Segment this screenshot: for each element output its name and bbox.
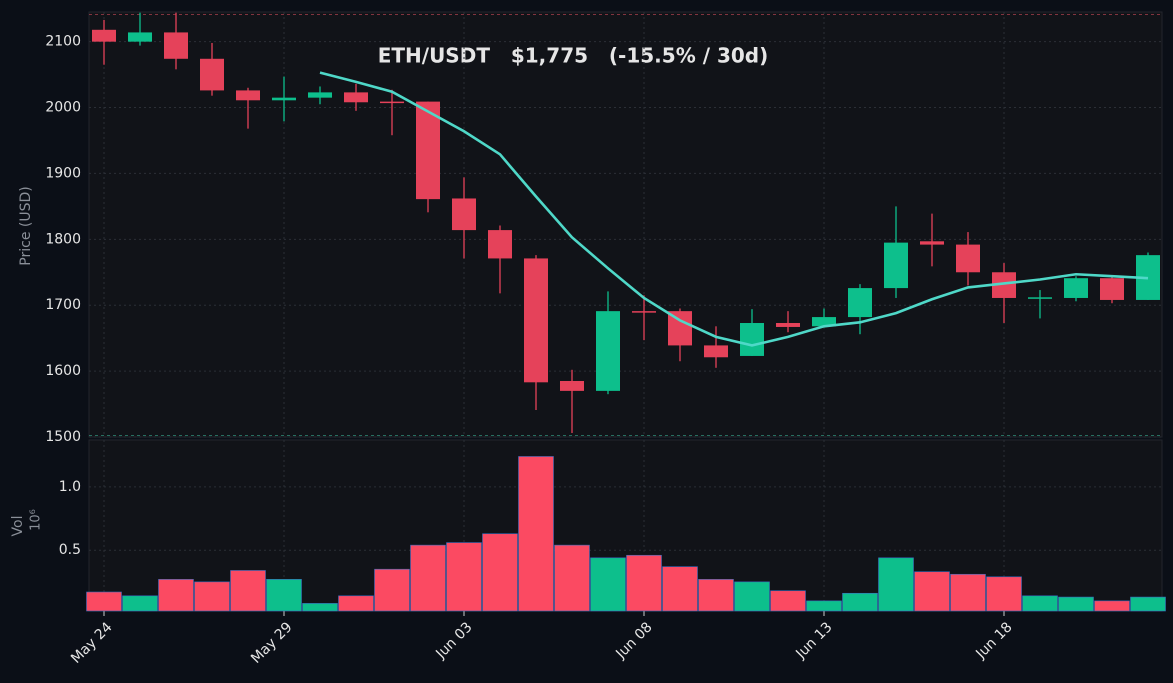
volume-axis-label: Vol: [10, 516, 26, 537]
volume-bar: [590, 557, 626, 612]
candle-body: [200, 58, 224, 91]
candle-body: [272, 97, 296, 101]
candle-body: [416, 101, 440, 200]
moving-average-line: [319, 71, 1149, 347]
volume-bar: [194, 581, 230, 612]
volume-bar: [1130, 596, 1166, 612]
candle-body: [236, 90, 260, 101]
y-axis-label: Price (USD): [18, 186, 34, 265]
candle-body: [632, 311, 656, 313]
candle-body: [308, 92, 332, 98]
candle-body: [128, 32, 152, 42]
volume-bar: [302, 603, 338, 612]
volume-bar: [878, 557, 914, 612]
volume-bar: [770, 590, 806, 612]
candle-body: [488, 230, 512, 259]
candle-body: [164, 32, 188, 59]
y-tick-label: 1800: [45, 231, 81, 247]
candle-body: [920, 241, 944, 245]
x-tick-label: May 24: [68, 619, 116, 667]
volume-bar: [1094, 600, 1130, 612]
volume-bar: [806, 600, 842, 612]
candle-body: [344, 92, 368, 103]
candle-body: [1100, 278, 1124, 300]
volume-bar: [554, 544, 590, 612]
volume-bar: [950, 573, 986, 612]
volume-bar: [266, 579, 302, 612]
volume-tick-label: 0.5: [59, 542, 81, 558]
candle-body: [596, 311, 620, 391]
candle-body: [776, 323, 800, 327]
volume-bar: [1058, 596, 1094, 612]
x-tick-label: Jun 08: [612, 619, 655, 662]
volume-bar: [158, 579, 194, 612]
volume-bar: [482, 533, 518, 612]
y-tick-label: 1900: [45, 165, 81, 181]
candle-body: [524, 258, 548, 383]
volume-bar: [374, 568, 410, 612]
volume-bar: [86, 591, 122, 612]
volume-bar: [410, 544, 446, 612]
volume-bar: [662, 566, 698, 612]
volume-bar: [338, 595, 374, 612]
volume-bar: [1022, 595, 1058, 612]
candle-body: [452, 198, 476, 231]
x-tick-label: Jun 18: [972, 619, 1015, 662]
candle-body: [380, 101, 404, 104]
candle-body: [1028, 297, 1052, 299]
y-tick-label: 2000: [45, 100, 81, 116]
candle-body: [704, 345, 728, 358]
x-tick-label: Jun 13: [792, 619, 835, 662]
y-tick-label: 1600: [45, 363, 81, 379]
candle-body: [740, 323, 764, 356]
price-panel: [88, 11, 1163, 438]
candle-body: [812, 317, 836, 327]
volume-bar: [734, 581, 770, 612]
volume-bar: [518, 456, 554, 612]
y-tick-label: 1500: [45, 429, 81, 445]
chart-title: ETH/USDT $1,775 (-15.5% / 30d): [378, 44, 769, 68]
volume-bar: [446, 542, 482, 612]
y-tick-label: 2100: [45, 34, 81, 50]
x-tick-label: Jun 03: [432, 619, 475, 662]
candle-body: [848, 288, 872, 318]
candle-body: [1064, 278, 1088, 298]
volume-bar: [698, 579, 734, 612]
volume-bar: [914, 571, 950, 612]
volume-bar: [626, 554, 662, 612]
candle-body: [884, 242, 908, 289]
y-tick-label: 1700: [45, 297, 81, 313]
x-tick-label: May 29: [248, 619, 296, 667]
volume-bar: [122, 595, 158, 612]
volume-bar: [986, 576, 1022, 612]
candle-body: [956, 244, 980, 273]
volume-tick-label: 1.0: [59, 479, 81, 495]
volume-offset-label: 10⁶: [29, 509, 44, 531]
candle-body: [92, 29, 116, 42]
candle-body: [560, 380, 584, 391]
volume-bar: [230, 570, 266, 612]
volume-bar: [842, 592, 878, 612]
